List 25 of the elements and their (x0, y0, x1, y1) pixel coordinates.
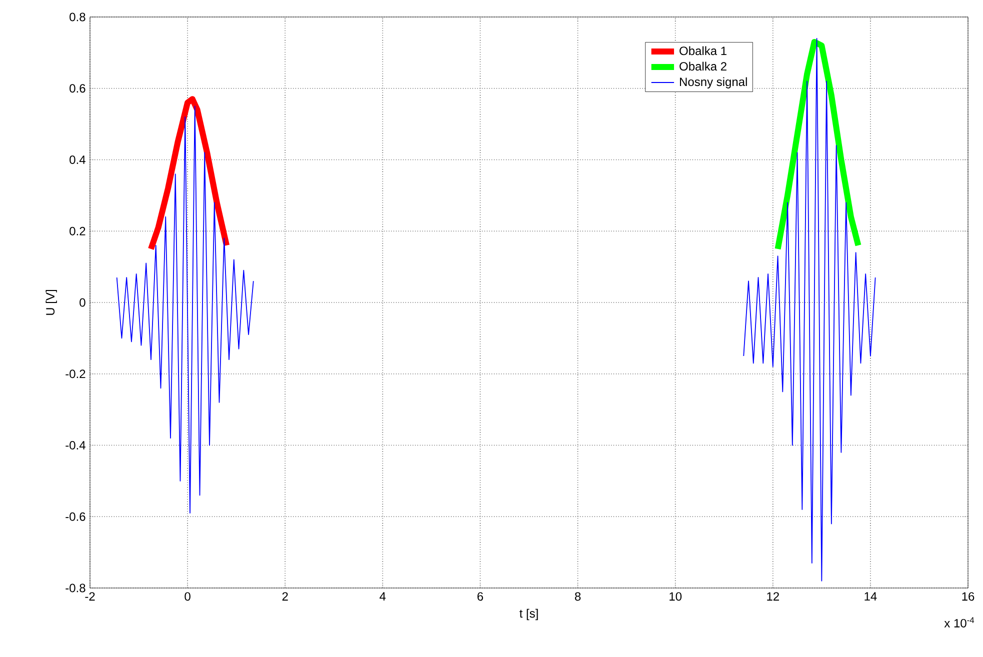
x-axis-title: t [s] (520, 608, 538, 620)
x-tick-label: 8 (574, 592, 581, 601)
x-tick-label: 10 (670, 592, 682, 601)
x-tick-label: 2 (282, 592, 288, 601)
y-tick-label: 0.8 (70, 12, 86, 22)
x-tick-label: 0 (184, 592, 190, 601)
y-axis-title: U [V] (46, 290, 57, 315)
x-tick-label: 6 (478, 592, 484, 601)
legend-label: Obalka 1 (680, 46, 726, 56)
x-tick-label: -2 (85, 592, 95, 601)
y-tick-label: -0.4 (66, 441, 86, 450)
legend-label: Obalka 2 (680, 62, 726, 71)
x-tick-label: 16 (962, 592, 974, 601)
x-tick-label: 12 (767, 592, 779, 601)
y-tick-label: 0.2 (70, 226, 86, 236)
y-tick-label: 0.4 (70, 156, 86, 164)
text: x 10$^{-4}$ (944, 617, 974, 628)
y-tick-label: -0.2 (66, 370, 86, 378)
y-tick-label: -0.8 (66, 584, 86, 592)
y-tick-label: 0.6 (70, 84, 86, 93)
x-tick-label: 14 (864, 592, 877, 600)
y-tick-label: -0.6 (66, 512, 86, 521)
x-tick-label: 4 (380, 592, 386, 600)
legend-label: Nosny signal (680, 77, 747, 88)
y-tick-label: 0 (80, 298, 86, 307)
